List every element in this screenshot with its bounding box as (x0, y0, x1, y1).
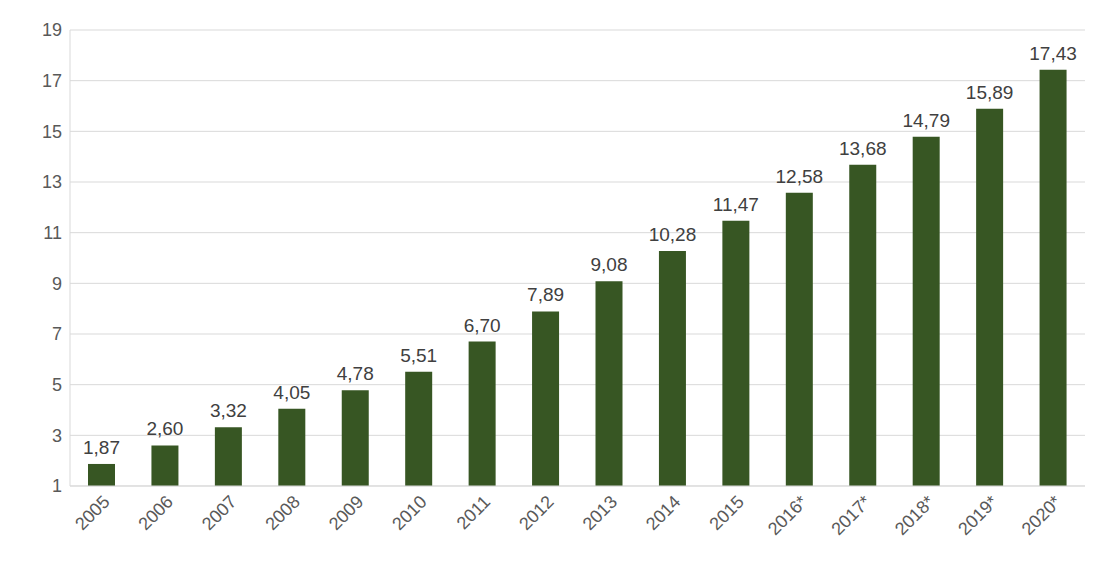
svg-text:2009: 2009 (325, 492, 367, 534)
svg-text:6,70: 6,70 (464, 315, 501, 336)
svg-text:17: 17 (42, 71, 62, 91)
svg-text:2016*: 2016* (764, 492, 811, 539)
svg-text:3: 3 (52, 426, 62, 446)
svg-text:2012: 2012 (515, 492, 557, 534)
svg-text:9: 9 (52, 274, 62, 294)
svg-text:12,58: 12,58 (776, 166, 824, 187)
svg-text:9,08: 9,08 (591, 254, 628, 275)
svg-text:11: 11 (43, 223, 62, 243)
svg-text:2020*: 2020* (1018, 492, 1065, 539)
svg-text:3,32: 3,32 (210, 400, 247, 421)
svg-text:5: 5 (52, 375, 62, 395)
svg-text:2005: 2005 (71, 492, 113, 534)
svg-text:10,28: 10,28 (649, 224, 697, 245)
svg-text:17,43: 17,43 (1029, 43, 1077, 64)
svg-text:2011: 2011 (453, 492, 495, 534)
svg-text:14,79: 14,79 (902, 110, 950, 131)
svg-text:4,05: 4,05 (273, 382, 310, 403)
svg-text:1: 1 (52, 476, 62, 496)
svg-text:2013: 2013 (579, 492, 621, 534)
svg-text:7,89: 7,89 (527, 284, 564, 305)
svg-text:2008: 2008 (261, 492, 303, 534)
svg-text:2018*: 2018* (891, 492, 938, 539)
svg-text:11,47: 11,47 (713, 194, 759, 215)
svg-text:2014: 2014 (642, 492, 684, 534)
svg-text:4,78: 4,78 (337, 363, 374, 384)
svg-text:2019*: 2019* (954, 492, 1001, 539)
svg-text:19: 19 (42, 20, 62, 40)
svg-text:15: 15 (42, 122, 62, 142)
svg-text:1,87: 1,87 (83, 437, 120, 458)
svg-text:2015: 2015 (705, 492, 747, 534)
svg-text:13,68: 13,68 (839, 138, 887, 159)
svg-text:7: 7 (52, 324, 62, 344)
svg-text:13: 13 (42, 172, 62, 192)
svg-text:2006: 2006 (135, 492, 177, 534)
svg-text:2010: 2010 (388, 492, 430, 534)
svg-text:2007: 2007 (198, 492, 240, 534)
svg-text:2,60: 2,60 (146, 418, 183, 439)
svg-text:5,51: 5,51 (400, 345, 437, 366)
svg-text:2017*: 2017* (827, 492, 874, 539)
svg-text:15,89: 15,89 (966, 82, 1014, 103)
